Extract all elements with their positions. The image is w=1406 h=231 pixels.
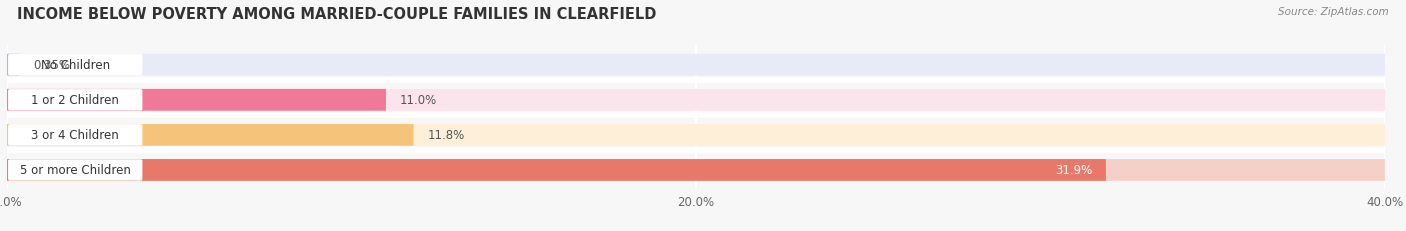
Text: 31.9%: 31.9% bbox=[1054, 164, 1092, 177]
FancyBboxPatch shape bbox=[8, 55, 142, 76]
FancyBboxPatch shape bbox=[7, 159, 1107, 181]
Text: Source: ZipAtlas.com: Source: ZipAtlas.com bbox=[1278, 7, 1389, 17]
Text: 1 or 2 Children: 1 or 2 Children bbox=[31, 94, 120, 107]
FancyBboxPatch shape bbox=[8, 90, 142, 111]
FancyBboxPatch shape bbox=[7, 125, 413, 146]
FancyBboxPatch shape bbox=[7, 90, 1385, 111]
FancyBboxPatch shape bbox=[7, 55, 20, 76]
FancyBboxPatch shape bbox=[7, 55, 1385, 76]
FancyBboxPatch shape bbox=[8, 160, 142, 181]
Text: 3 or 4 Children: 3 or 4 Children bbox=[31, 129, 120, 142]
Text: 5 or more Children: 5 or more Children bbox=[20, 164, 131, 177]
FancyBboxPatch shape bbox=[7, 90, 385, 111]
Text: 0.35%: 0.35% bbox=[32, 59, 70, 72]
FancyBboxPatch shape bbox=[8, 125, 142, 146]
Text: 11.0%: 11.0% bbox=[399, 94, 437, 107]
FancyBboxPatch shape bbox=[7, 159, 1385, 181]
Text: INCOME BELOW POVERTY AMONG MARRIED-COUPLE FAMILIES IN CLEARFIELD: INCOME BELOW POVERTY AMONG MARRIED-COUPL… bbox=[17, 7, 657, 22]
FancyBboxPatch shape bbox=[7, 125, 1385, 146]
Text: No Children: No Children bbox=[41, 59, 110, 72]
Text: 11.8%: 11.8% bbox=[427, 129, 464, 142]
